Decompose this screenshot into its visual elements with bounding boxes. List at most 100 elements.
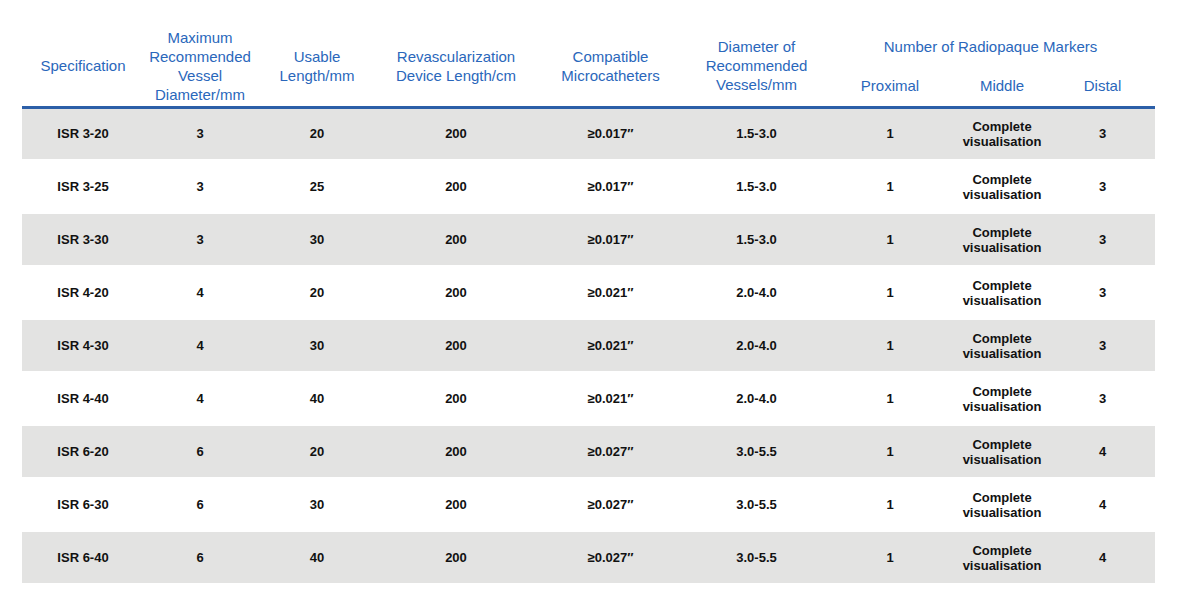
table-cell: 4 (144, 372, 256, 425)
table-cell: 4 (144, 319, 256, 372)
table-cell: Complete visualisation (954, 478, 1050, 531)
col-header-specification: Specification (22, 0, 144, 107)
table-cell: 200 (378, 319, 534, 372)
spec-cell: ISR 6-20 (22, 425, 144, 478)
table-cell: ≥0.027″ (534, 531, 687, 584)
table-cell: 1 (826, 266, 954, 319)
table-cell: 4 (1050, 531, 1155, 584)
spec-cell: ISR 4-40 (22, 372, 144, 425)
table-cell: 3.0-5.5 (687, 478, 826, 531)
table-row: ISR 6-20620200≥0.027″3.0-5.51Complete vi… (22, 425, 1155, 478)
table-cell: 200 (378, 160, 534, 213)
table-cell: 3 (1050, 213, 1155, 266)
table-row: ISR 3-20320200≥0.017″1.5-3.01Complete vi… (22, 107, 1155, 160)
table-cell: 20 (256, 425, 378, 478)
table-cell: 3 (1050, 160, 1155, 213)
table-cell: 200 (378, 425, 534, 478)
table-cell: 1.5-3.0 (687, 107, 826, 160)
table-cell: 30 (256, 319, 378, 372)
col-header-recommended-vessels: Diameter of Recommended Vessels/mm (687, 0, 826, 107)
table-row: ISR 4-20420200≥0.021″2.0-4.01Complete vi… (22, 266, 1155, 319)
table-cell: ≥0.021″ (534, 266, 687, 319)
table-cell: 1 (826, 478, 954, 531)
table-cell: 4 (1050, 425, 1155, 478)
table-cell: 1 (826, 160, 954, 213)
table-row: ISR 6-30630200≥0.027″3.0-5.51Complete vi… (22, 478, 1155, 531)
table-cell: 40 (256, 372, 378, 425)
spec-table: Specification Maximum Recommended Vessel… (22, 0, 1155, 585)
spec-cell: ISR 6-40 (22, 531, 144, 584)
spec-cell: ISR 4-30 (22, 319, 144, 372)
table-cell: ≥0.017″ (534, 107, 687, 160)
table-cell: 25 (256, 160, 378, 213)
table-cell: 3 (1050, 266, 1155, 319)
table-cell: 2.0-4.0 (687, 319, 826, 372)
table-cell: ≥0.027″ (534, 425, 687, 478)
table-row: ISR 4-30430200≥0.021″2.0-4.01Complete vi… (22, 319, 1155, 372)
table-row: ISR 6-40640200≥0.027″3.0-5.51Complete vi… (22, 531, 1155, 584)
col-header-distal: Distal (1050, 66, 1155, 107)
col-header-device-length: Revascularization Device Length/cm (378, 0, 534, 107)
table-cell: 200 (378, 478, 534, 531)
table-cell: 3 (1050, 107, 1155, 160)
table-cell: ≥0.017″ (534, 213, 687, 266)
table-cell: 4 (1050, 478, 1155, 531)
table-cell: 1 (826, 319, 954, 372)
table-cell: 6 (144, 531, 256, 584)
table-cell: 2.0-4.0 (687, 266, 826, 319)
table-cell: 1 (826, 372, 954, 425)
table-cell: 1 (826, 213, 954, 266)
table-cell: Complete visualisation (954, 213, 1050, 266)
spec-cell: ISR 3-30 (22, 213, 144, 266)
table-cell: ≥0.017″ (534, 160, 687, 213)
table-row: ISR 4-40440200≥0.021″2.0-4.01Complete vi… (22, 372, 1155, 425)
table-cell: 6 (144, 478, 256, 531)
col-header-proximal: Proximal (826, 66, 954, 107)
table-cell: 200 (378, 266, 534, 319)
table-cell: ≥0.021″ (534, 319, 687, 372)
table-cell: 1.5-3.0 (687, 213, 826, 266)
table-cell: Complete visualisation (954, 266, 1050, 319)
table-cell: 1 (826, 107, 954, 160)
table-cell: 1.5-3.0 (687, 160, 826, 213)
table-cell: 3 (1050, 372, 1155, 425)
table-cell: 40 (256, 531, 378, 584)
table-cell: 20 (256, 266, 378, 319)
col-header-usable-length: Usable Length/mm (256, 0, 378, 107)
table-body: ISR 3-20320200≥0.017″1.5-3.01Complete vi… (22, 107, 1155, 584)
table-cell: 200 (378, 107, 534, 160)
col-header-middle: Middle (954, 66, 1050, 107)
table-cell: 1 (826, 531, 954, 584)
table-cell: 3 (144, 213, 256, 266)
table-cell: 30 (256, 213, 378, 266)
table-cell: 4 (144, 266, 256, 319)
spec-cell: ISR 3-20 (22, 107, 144, 160)
table-header: Specification Maximum Recommended Vessel… (22, 0, 1155, 107)
table-cell: 2.0-4.0 (687, 372, 826, 425)
table-row: ISR 3-30330200≥0.017″1.5-3.01Complete vi… (22, 213, 1155, 266)
table-cell: 200 (378, 531, 534, 584)
table-cell: Complete visualisation (954, 531, 1050, 584)
table-cell: 3 (144, 107, 256, 160)
spec-table-container: Specification Maximum Recommended Vessel… (0, 0, 1200, 585)
spec-cell: ISR 3-25 (22, 160, 144, 213)
table-cell: Complete visualisation (954, 107, 1050, 160)
table-cell: 20 (256, 107, 378, 160)
table-row: ISR 3-25325200≥0.017″1.5-3.01Complete vi… (22, 160, 1155, 213)
col-header-compatible-microcatheters: Compatible Microcatheters (534, 0, 687, 107)
table-cell: Complete visualisation (954, 425, 1050, 478)
table-cell: ≥0.021″ (534, 372, 687, 425)
spec-cell: ISR 4-20 (22, 266, 144, 319)
table-cell: 3 (1050, 319, 1155, 372)
col-header-radiopaque-markers-group: Number of Radiopaque Markers (826, 0, 1155, 66)
table-cell: 200 (378, 372, 534, 425)
table-cell: 3 (144, 160, 256, 213)
header-row-main: Specification Maximum Recommended Vessel… (22, 0, 1155, 66)
table-cell: 6 (144, 425, 256, 478)
table-cell: Complete visualisation (954, 160, 1050, 213)
table-cell: 3.0-5.5 (687, 425, 826, 478)
table-cell: 30 (256, 478, 378, 531)
table-cell: 1 (826, 425, 954, 478)
table-cell: Complete visualisation (954, 319, 1050, 372)
table-cell: 200 (378, 213, 534, 266)
